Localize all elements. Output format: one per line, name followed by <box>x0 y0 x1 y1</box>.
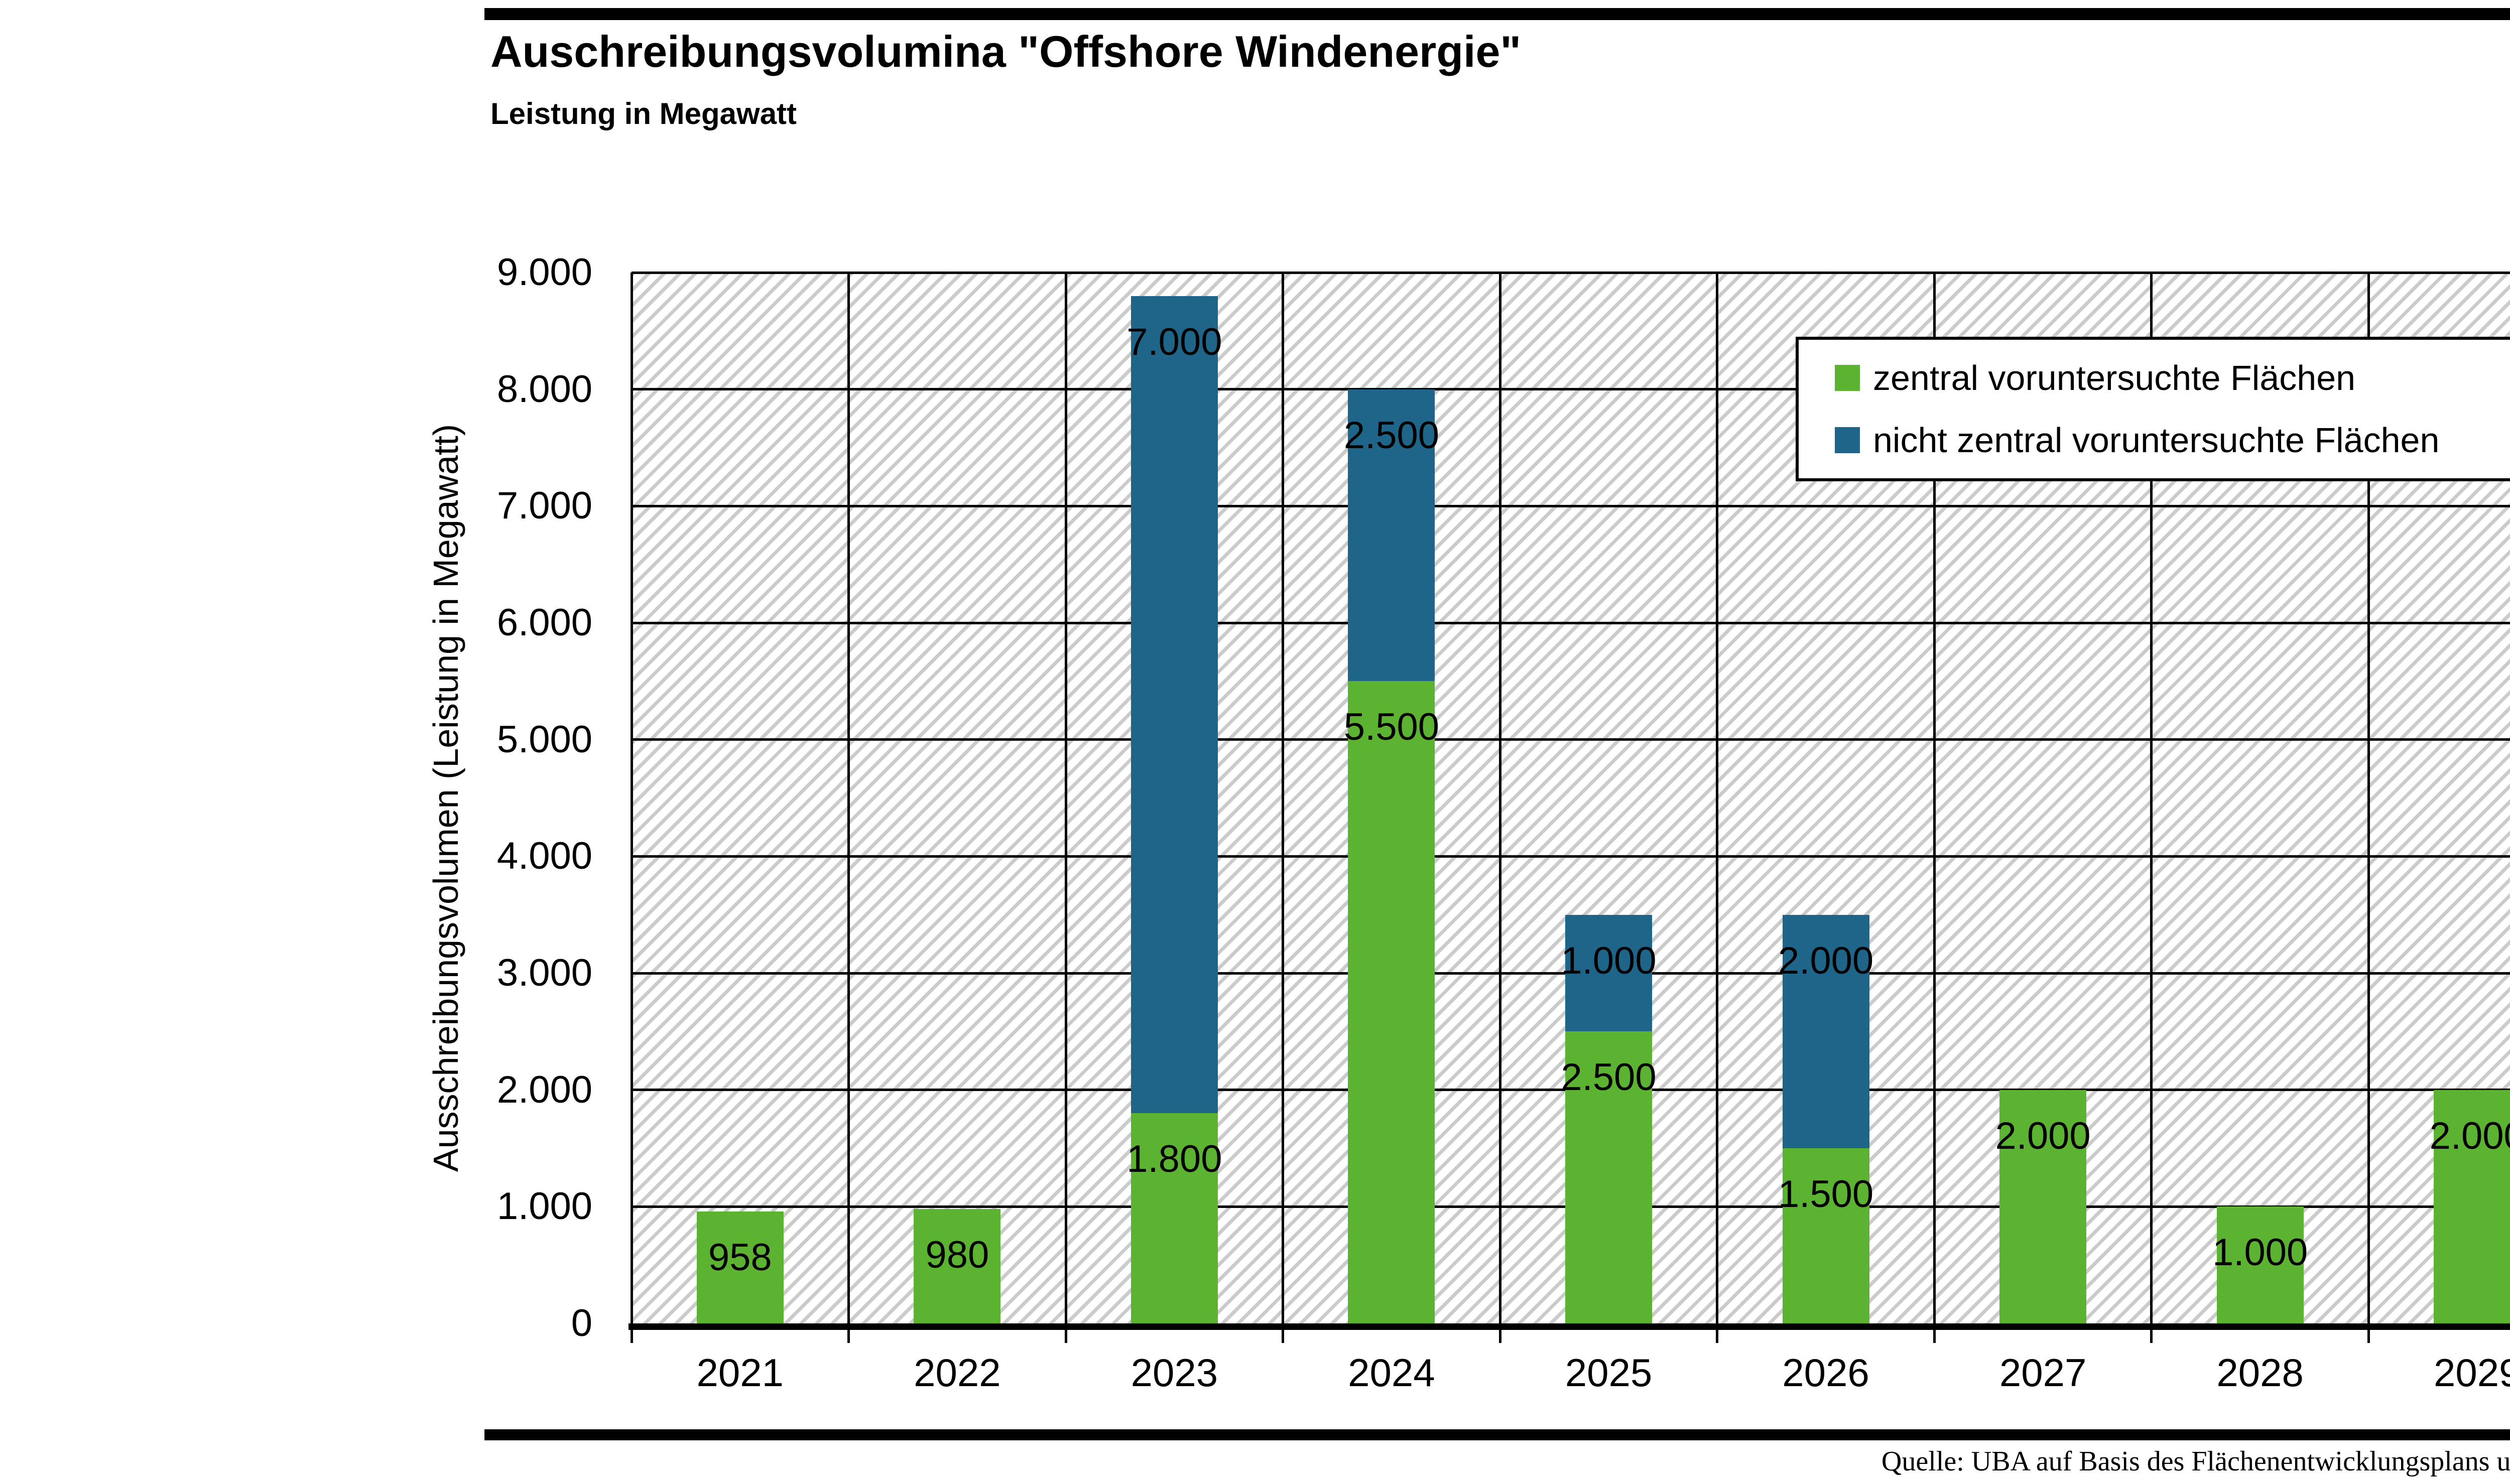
legend: zentral voruntersuchte Flächen nicht zen… <box>1796 337 2510 481</box>
bar-segment-blue <box>1782 914 1869 1148</box>
x-category-label: 2022 <box>914 1351 1001 1395</box>
bar-segment-green <box>1131 1113 1218 1323</box>
gridline-horizontal <box>632 388 2510 391</box>
gridline-vertical <box>1498 273 1501 1323</box>
plot-side-border <box>630 273 633 1323</box>
source-note: Quelle: UBA auf Basis des Flächenentwick… <box>1881 1446 2510 1477</box>
chart-subtitle: Leistung in Megawatt <box>490 97 797 130</box>
x-axis-tick <box>1498 1330 1501 1343</box>
gridline-vertical <box>1282 273 1285 1323</box>
x-axis-tick <box>1064 1330 1067 1343</box>
bar-value-label: 1.500 <box>1778 1173 1874 1216</box>
bar-value-label: 2.500 <box>1343 414 1440 457</box>
bottom-rule <box>484 1429 2510 1440</box>
x-category-label: 2029 <box>2433 1351 2510 1395</box>
bar-value-label: 1.000 <box>2212 1231 2308 1274</box>
gridline-vertical <box>1064 273 1067 1323</box>
bar-segment-blue <box>1131 296 1218 1114</box>
x-axis-tick <box>1933 1330 1936 1343</box>
gridline-vertical <box>847 273 850 1323</box>
y-tick-label: 0 <box>571 1302 592 1344</box>
y-tick-label: 2.000 <box>496 1068 592 1111</box>
x-axis-tick <box>630 1330 633 1343</box>
bar-segment-green <box>696 1211 784 1323</box>
bar-value-label: 5.500 <box>1343 706 1440 749</box>
y-tick-label: 3.000 <box>496 952 592 994</box>
bar-segment-green <box>914 1208 1001 1323</box>
bar-value-label: 2.500 <box>1561 1056 1657 1099</box>
x-category-label: 2025 <box>1565 1351 1653 1395</box>
bar-segment-green <box>1782 1148 1869 1323</box>
bar-segment-blue <box>1348 389 1435 682</box>
legend-label: nicht zentral voruntersuchte Flächen <box>1873 421 2440 460</box>
x-axis-tick <box>2367 1330 2370 1343</box>
y-tick-label: 9.000 <box>496 251 592 294</box>
x-category-label: 2023 <box>1131 1351 1218 1395</box>
gridline-horizontal <box>632 855 2510 858</box>
y-tick-label: 7.000 <box>496 484 592 527</box>
x-category-label: 2021 <box>696 1351 784 1395</box>
legend-label: zentral voruntersuchte Flächen <box>1873 358 2356 397</box>
x-axis-tick <box>847 1330 850 1343</box>
x-category-label: 2028 <box>2216 1351 2304 1395</box>
y-tick-label: 4.000 <box>496 835 592 878</box>
bar-value-label: 1.000 <box>1561 939 1657 982</box>
y-tick-label: 6.000 <box>496 601 592 644</box>
y-tick-label: 8.000 <box>496 367 592 411</box>
bar-value-label: 1.800 <box>1126 1138 1222 1181</box>
y-tick-label: 5.000 <box>496 718 592 761</box>
x-category-label: 2024 <box>1348 1351 1435 1395</box>
plot-top-border <box>632 271 2510 274</box>
gridline-horizontal <box>632 504 2510 507</box>
gridline-horizontal <box>632 738 2510 741</box>
y-tick-label: 1.000 <box>496 1185 592 1228</box>
gridline-horizontal <box>632 621 2510 624</box>
y-axis-title: Ausschreibungsvolumen (Leistung in Megaw… <box>426 424 465 1172</box>
legend-swatch-green <box>1835 365 1860 391</box>
bar-segment-blue <box>1565 914 1652 1032</box>
bar-value-label: 2.000 <box>1995 1114 2091 1157</box>
x-axis-tick <box>2150 1330 2153 1343</box>
bar-segment-green <box>1565 1031 1652 1323</box>
x-axis-tick <box>1282 1330 1285 1343</box>
bar-value-label: 2.000 <box>1778 939 1874 982</box>
x-category-label: 2027 <box>1999 1351 2087 1395</box>
legend-item: zentral voruntersuchte Flächen <box>1799 358 2510 398</box>
x-category-label: 2026 <box>1782 1351 1869 1395</box>
bar-value-label: 980 <box>925 1233 989 1276</box>
x-axis-tick <box>1716 1330 1719 1343</box>
bar-segment-green <box>2434 1090 2510 1323</box>
gridline-vertical <box>2367 273 2370 1323</box>
bar-segment-green <box>1999 1090 2087 1323</box>
top-rule <box>484 8 2510 20</box>
legend-item: nicht zentral voruntersuchte Flächen <box>1799 420 2510 460</box>
legend-swatch-blue <box>1835 427 1860 453</box>
chart-title: Auschreibungsvolumina "Offshore Windener… <box>490 27 1522 76</box>
gridline-vertical <box>1933 273 1936 1323</box>
x-axis-line <box>629 1323 2510 1330</box>
bar-value-label: 2.000 <box>2429 1114 2510 1157</box>
gridline-vertical <box>2150 273 2153 1323</box>
bar-segment-green <box>1348 681 1435 1323</box>
bar-segment-green <box>2216 1206 2304 1323</box>
bar-value-label: 7.000 <box>1126 320 1222 363</box>
gridline-vertical <box>1716 273 1719 1323</box>
bar-value-label: 958 <box>708 1236 772 1279</box>
